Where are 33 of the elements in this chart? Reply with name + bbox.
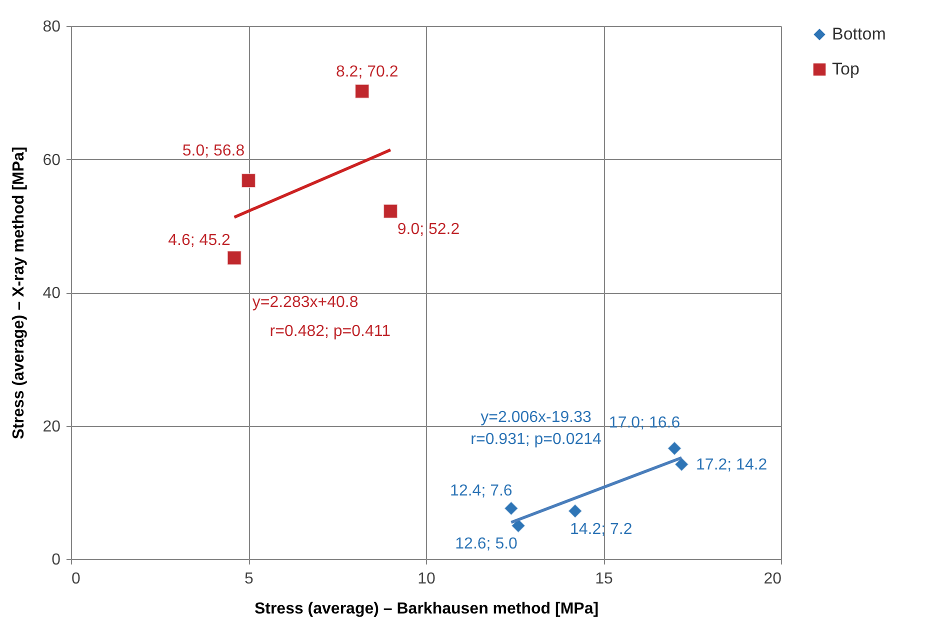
y-tick-label: 40 bbox=[42, 285, 61, 302]
data-label: 9.0; 52.2 bbox=[397, 221, 460, 238]
y-tick-label: 60 bbox=[42, 152, 61, 169]
point bbox=[667, 441, 682, 456]
y-tick-label: 80 bbox=[42, 18, 61, 36]
point bbox=[226, 250, 242, 266]
legend-label: Top bbox=[832, 60, 860, 78]
point bbox=[383, 204, 398, 219]
point bbox=[568, 504, 582, 518]
data-label: 12.6; 5.0 bbox=[455, 536, 518, 553]
annotation: y=2.283x+40.8 bbox=[252, 294, 358, 311]
point bbox=[504, 500, 519, 516]
data-label: 8.2; 70.2 bbox=[336, 63, 398, 80]
x-tick-label: 5 bbox=[244, 570, 254, 588]
point bbox=[241, 173, 256, 188]
annotation: y=2.006x-19.33 bbox=[480, 409, 592, 426]
y-axis-title: Stress (average) – X-ray method [MPa] bbox=[10, 146, 28, 440]
x-tick-label: 20 bbox=[764, 570, 782, 588]
data-label: 5.0; 56.8 bbox=[182, 142, 245, 160]
x-tick-label: 15 bbox=[595, 570, 613, 588]
annotation: r=0.931; p=0.0214 bbox=[470, 431, 602, 448]
data-label: 4.6; 45.2 bbox=[168, 232, 231, 249]
annotation: r=0.482; p=0.411 bbox=[270, 323, 391, 340]
y-tick-label: 20 bbox=[42, 418, 61, 436]
y-tick-label: 0 bbox=[52, 552, 61, 568]
x-axis-title: Stress (average) – Barkhausen method [MPa] bbox=[254, 600, 599, 618]
data-label: 17.2; 14.2 bbox=[696, 456, 768, 474]
x-tick-label: 10 bbox=[418, 570, 436, 588]
data-label: 12.4; 7.6 bbox=[450, 482, 512, 500]
point bbox=[354, 84, 370, 99]
legend-label: Bottom bbox=[832, 24, 886, 44]
x-tick-label: 0 bbox=[72, 570, 80, 588]
point bbox=[674, 457, 689, 472]
